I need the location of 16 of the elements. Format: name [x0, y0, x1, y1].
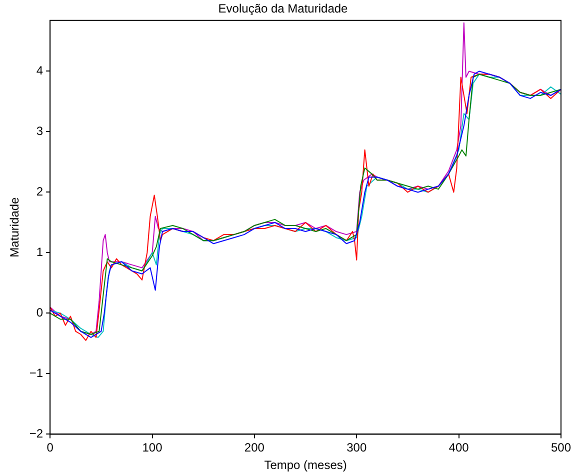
x-tick-label: 400 — [448, 440, 470, 455]
x-tick-label: 0 — [46, 440, 54, 455]
x-axis-title: Tempo (meses) — [264, 458, 347, 472]
y-tick-label: 1 — [36, 245, 44, 260]
y-tick-label: −1 — [29, 366, 44, 380]
chart-title: Evolução da Maturidade — [218, 2, 348, 16]
y-tick-label: −2 — [29, 426, 44, 441]
x-tick-label: 500 — [550, 440, 572, 455]
y-tick-label: 3 — [36, 124, 44, 138]
x-tick-label: 100 — [142, 440, 163, 455]
x-tick-label: 300 — [346, 440, 367, 455]
y-tick-label: 0 — [36, 306, 44, 320]
y-axis-title: Maturidade — [8, 196, 22, 258]
y-tick-label: 4 — [36, 64, 44, 78]
y-tick-label: 2 — [36, 184, 44, 199]
x-tick-label: 200 — [244, 440, 265, 455]
